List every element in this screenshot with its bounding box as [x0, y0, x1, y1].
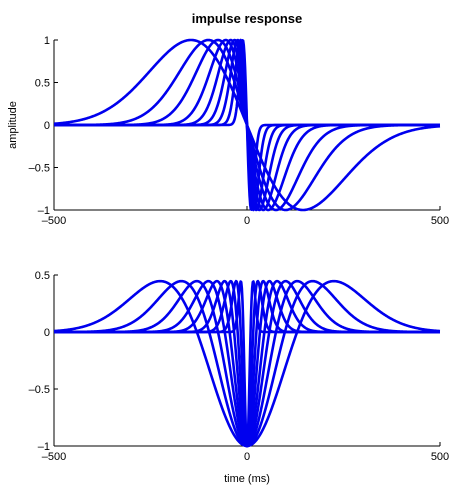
top-series-group: [53, 38, 441, 212]
bottom-series-line-4: [53, 279, 441, 448]
bottom-series-line-3: [53, 279, 441, 448]
bottom-plot-panel: time (ms) –500 0 500 –1 –0.5 0 0.5: [29, 270, 450, 485]
bottom-series-line-6: [53, 279, 441, 448]
bottom-y-tick-label: –0.5: [29, 384, 50, 396]
y-axis-label: amplitude: [7, 101, 19, 149]
bottom-series-group: [53, 279, 441, 448]
top-y-tick-label: 1: [44, 35, 50, 47]
bottom-series-line-5: [53, 279, 441, 448]
bottom-series-line-8: [53, 279, 441, 448]
top-plot-panel: impulse response amplitude –500 0 500 –1 –0.…: [7, 11, 449, 227]
top-y-tick-label: 0: [44, 120, 50, 132]
top-y-tick-label: –0.5: [29, 163, 50, 175]
bottom-series-line-9: [53, 280, 441, 448]
bottom-axes: [53, 274, 441, 447]
top-y-tick-label: 0.5: [35, 78, 50, 90]
bottom-x-tick-label: 0: [244, 451, 250, 463]
chart-title: impulse response: [192, 11, 303, 26]
bottom-x-tick-label: 500: [431, 451, 449, 463]
bottom-series-line-7: [53, 279, 441, 448]
bottom-series-line-2: [53, 279, 441, 448]
top-y-tick-label: –1: [38, 205, 50, 217]
top-x-tick-label: 0: [244, 215, 250, 227]
bottom-x-tick-label: –500: [42, 451, 66, 463]
top-series-line-9: [53, 39, 441, 211]
top-x-tick-label: 500: [431, 215, 449, 227]
bottom-y-tick-label: 0.5: [35, 270, 50, 282]
bottom-series-line-1: [53, 279, 441, 448]
bottom-y-tick-label: –1: [38, 441, 50, 453]
top-x-tick-label: –500: [42, 215, 66, 227]
bottom-tick-labels: –500 0 500 –1 –0.5 0 0.5: [29, 270, 450, 463]
x-axis-label: time (ms): [224, 473, 270, 485]
top-tick-labels: –500 0 500 –1 –0.5 0 0.5 1: [29, 35, 450, 227]
bottom-y-tick-label: 0: [44, 327, 50, 339]
